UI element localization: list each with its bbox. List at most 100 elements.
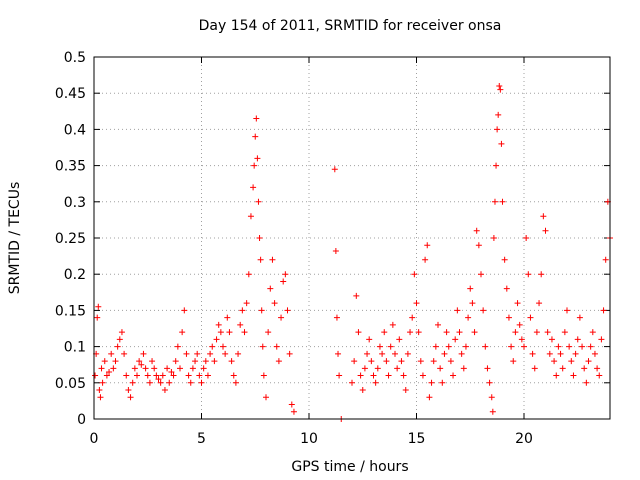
data-point xyxy=(209,343,216,350)
data-point xyxy=(247,213,254,220)
data-point xyxy=(447,358,454,365)
data-point xyxy=(458,350,465,357)
data-point xyxy=(125,387,132,394)
data-point xyxy=(252,133,259,140)
data-point xyxy=(99,379,106,386)
y-tick-label: 0.15 xyxy=(55,303,86,319)
data-point xyxy=(430,358,437,365)
data-point xyxy=(489,408,496,415)
data-point xyxy=(278,314,285,321)
data-point xyxy=(332,248,339,255)
data-point xyxy=(398,358,405,365)
data-point xyxy=(269,256,276,263)
data-point xyxy=(493,162,500,169)
data-point xyxy=(333,314,340,321)
data-point xyxy=(196,372,203,379)
data-point xyxy=(521,343,527,350)
data-point xyxy=(153,372,160,379)
data-point xyxy=(177,365,183,372)
data-point xyxy=(243,300,250,307)
data-point xyxy=(151,365,158,372)
data-point xyxy=(491,198,498,205)
data-point xyxy=(413,300,420,307)
data-point xyxy=(514,300,521,307)
y-tick-label: 0.05 xyxy=(55,376,86,392)
y-tick-label: 0.3 xyxy=(64,195,86,211)
data-point xyxy=(574,336,581,343)
data-point xyxy=(566,343,573,350)
data-point xyxy=(241,329,248,336)
data-point xyxy=(271,300,278,307)
data-point xyxy=(460,365,467,372)
y-tick-label: 0.2 xyxy=(64,267,86,283)
data-point xyxy=(581,365,588,372)
data-point xyxy=(224,314,231,321)
data-point xyxy=(445,343,452,350)
data-point xyxy=(516,321,523,328)
data-point xyxy=(480,307,487,314)
data-point xyxy=(267,285,274,292)
data-point xyxy=(495,111,502,118)
data-point xyxy=(118,329,125,336)
data-point xyxy=(417,358,424,365)
data-point xyxy=(499,198,506,205)
data-point xyxy=(508,343,515,350)
data-point xyxy=(482,343,489,350)
data-point xyxy=(157,379,164,386)
data-point xyxy=(387,343,394,350)
data-point xyxy=(426,394,433,401)
data-point xyxy=(392,350,398,357)
data-point xyxy=(172,358,179,365)
data-point xyxy=(409,314,416,321)
data-point xyxy=(396,336,403,343)
data-point xyxy=(424,242,431,249)
data-point xyxy=(441,350,448,357)
data-point xyxy=(94,314,101,321)
data-point xyxy=(142,365,149,372)
data-point xyxy=(230,372,237,379)
data-point xyxy=(256,235,263,241)
data-point xyxy=(290,408,297,415)
data-point xyxy=(439,379,446,386)
y-tick-label: 0.45 xyxy=(55,86,86,102)
data-point xyxy=(374,365,381,372)
data-point xyxy=(376,343,383,350)
data-point xyxy=(600,307,607,314)
data-point xyxy=(496,82,503,89)
data-point xyxy=(542,227,549,234)
data-point xyxy=(284,307,291,314)
x-tick-label: 20 xyxy=(515,431,533,447)
data-point xyxy=(486,379,493,386)
data-point xyxy=(587,343,594,350)
data-point xyxy=(383,358,390,365)
data-point xyxy=(232,379,239,386)
data-point xyxy=(273,343,280,350)
chart-title: Day 154 of 2011, SRMTID for receiver ons… xyxy=(199,18,502,34)
data-point xyxy=(222,350,229,357)
data-point xyxy=(263,394,269,401)
data-point xyxy=(336,372,343,379)
data-point xyxy=(258,307,265,314)
data-point xyxy=(207,350,214,357)
data-point xyxy=(548,336,555,343)
data-point xyxy=(357,372,364,379)
data-point xyxy=(161,387,168,394)
data-point xyxy=(366,336,373,343)
data-point xyxy=(579,343,586,350)
data-point xyxy=(134,372,140,379)
data-point xyxy=(140,350,147,357)
data-point xyxy=(561,329,568,336)
data-point xyxy=(198,379,205,386)
data-point xyxy=(497,86,504,93)
data-point xyxy=(591,350,598,357)
data-point xyxy=(146,379,153,386)
data-point xyxy=(101,358,108,365)
data-point xyxy=(484,365,491,372)
data-point xyxy=(450,372,457,379)
data-point xyxy=(598,336,605,343)
data-point xyxy=(237,321,244,328)
data-point xyxy=(428,379,435,386)
data-point xyxy=(349,379,355,386)
data-point xyxy=(253,115,260,122)
data-point xyxy=(114,343,121,350)
